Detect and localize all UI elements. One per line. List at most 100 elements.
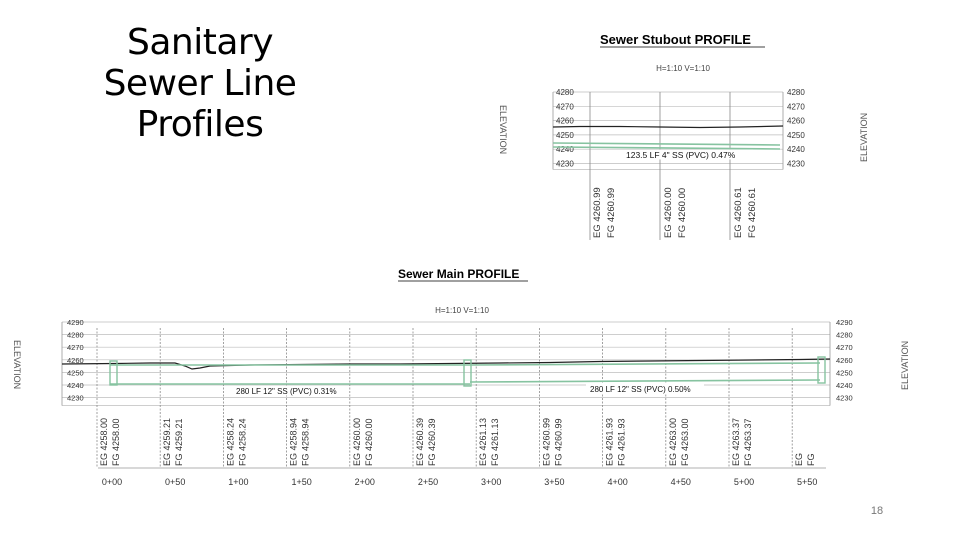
main-station-chainage-label: 5+50 [797, 477, 817, 487]
main-station-chainage-label: 4+00 [607, 477, 627, 487]
stubout-pipe-label: 123.5 LF 4" SS (PVC) 0.47% [626, 150, 736, 160]
main-fg-label: FG 4261.13 [490, 418, 500, 466]
stubout-elevation-right: 4230 [787, 160, 805, 169]
stubout-elevation-right: 4250 [787, 131, 805, 140]
main-scale: H=1:10 V=1:10 [435, 306, 489, 315]
main-fg-label: FG 4260.00 [364, 418, 374, 466]
main-pipe-label-2-bg [586, 383, 704, 394]
main-profile: Sewer Main PROFILE H=1:10 V=1:10 ELEVATI… [12, 267, 910, 487]
main-fg-label: FG 4259.21 [174, 418, 184, 466]
main-eg-label: EG 4263.00 [668, 418, 678, 466]
main-station-labels: EG 4258.00 FG 4258.00 EG 4259.21 FG 4259.21… [99, 418, 816, 466]
stubout-elevation-left: 4250 [556, 131, 574, 140]
main-elevation-right: 4270 [836, 343, 853, 352]
main-eg-label: EG 4258.94 [289, 418, 299, 466]
main-elevation-left: 4250 [67, 368, 84, 377]
main-elevation-right: 4260 [836, 356, 853, 365]
stubout-elevation-left: 4230 [556, 160, 574, 169]
main-elevation-left: 4240 [67, 381, 84, 390]
main-fg-label: FG 4258.00 [111, 418, 121, 466]
main-station-chainage-label: 1+50 [291, 477, 311, 487]
main-elevation-left: 4230 [67, 394, 84, 403]
slide-title-line: Profiles [136, 104, 264, 146]
manhole-2 [463, 359, 472, 387]
main-pipe-label-2: 280 LF 12" SS (PVC) 0.50% [590, 385, 691, 394]
stubout-station-labels: EG 4260.99 FG 4260.99 EG 4260.00 FG 4260.00… [592, 187, 758, 238]
stubout-elevation-left: 4260 [556, 117, 574, 126]
main-eg-label: EG [794, 453, 804, 466]
stubout-axis-left: ELEVATION [498, 105, 508, 154]
main-pipe-2-bottom [469, 379, 821, 383]
slide-title-line: Sewer Line [103, 63, 297, 105]
main-station-chainage-label: 2+50 [418, 477, 438, 487]
main-eg-label: EG 4258.24 [225, 418, 235, 466]
stubout-elevation-right: 4240 [787, 145, 805, 154]
main-elevation-left: 4280 [67, 331, 84, 340]
stubout-profile: Sewer Stubout PROFILE H=1:10 V=1:10 ELEV… [498, 32, 869, 240]
main-elevation-right: 4290 [836, 318, 853, 327]
main-eg-label: EG 4261.93 [605, 418, 615, 466]
main-fg-label: FG 4260.39 [427, 418, 437, 466]
stubout-fg-label: FG 4260.99 [606, 188, 617, 238]
stubout-scale: H=1:10 V=1:10 [656, 64, 710, 73]
main-eg-label: EG 4261.13 [478, 418, 488, 466]
stubout-fg-label: FG 4260.00 [677, 188, 688, 238]
main-elevation-right: 4230 [836, 394, 853, 403]
stubout-elevation-labels: 4280 4280 4270 4270 4260 4260 4250 4250 4240 4240… [556, 88, 805, 169]
main-station-chainage-label: 0+00 [102, 477, 122, 487]
main-station-chainage-label: 4+50 [671, 477, 691, 487]
main-pipe-2-top [469, 362, 821, 366]
main-title: Sewer Main PROFILE [398, 267, 519, 281]
main-eg-label: EG 4259.21 [162, 418, 172, 466]
main-pipe-label-1: 280 LF 12" SS (PVC) 0.31% [236, 387, 337, 396]
stubout-fg-label: FG 4260.61 [747, 188, 758, 238]
main-elevation-left: 4270 [67, 343, 84, 352]
stubout-elevation-right: 4270 [787, 102, 805, 111]
main-eg-label: EG 4258.00 [99, 418, 109, 466]
main-fg-label: FG 4263.00 [680, 418, 690, 466]
main-pipe-label-1-bg [233, 385, 348, 396]
main-fg-label: FG 4260.99 [553, 418, 563, 466]
main-elevation-right: 4240 [836, 381, 853, 390]
main-grid [61, 321, 831, 469]
main-station-chainage-label: 1+00 [228, 477, 248, 487]
main-fg-label: FG 4258.24 [237, 418, 247, 466]
main-eg-label: EG 4260.99 [541, 418, 551, 466]
stubout-pipe-bottom [552, 146, 781, 150]
main-station-chainage-label: 3+00 [481, 477, 501, 487]
stubout-grid [552, 91, 784, 170]
stubout-title: Sewer Stubout PROFILE [600, 32, 751, 47]
stubout-ground-line [552, 125, 784, 129]
stubout-elevation-left: 4240 [556, 145, 574, 154]
stubout-pipe-top [552, 142, 781, 146]
main-elevation-labels: 4290 4290 4280 4280 4270 4270 4260 4260 4250 4250… [67, 318, 853, 403]
main-eg-label: EG 4263.37 [731, 418, 741, 466]
main-elevation-left: 4260 [67, 356, 84, 365]
main-station-chainage: 0+00 0+50 1+00 1+50 2+00 2+50 3+00 3+50 4+00 4+50… [102, 477, 817, 487]
stubout-elevation-right: 4260 [787, 117, 805, 126]
manhole-1 [109, 360, 118, 386]
stubout-eg-label: EG 4260.99 [592, 187, 603, 238]
stubout-eg-label: EG 4260.00 [663, 187, 674, 238]
page-number: 18 [870, 505, 884, 517]
main-fg-label: FG 4261.93 [617, 418, 627, 466]
main-station-chainage-label: 3+50 [544, 477, 564, 487]
main-fg-label: FG [806, 454, 816, 467]
stubout-eg-label: EG 4260.61 [733, 187, 744, 238]
main-ground-line [61, 358, 831, 370]
main-fg-label: FG 4258.94 [301, 418, 311, 466]
main-fg-label: FG 4263.37 [743, 418, 753, 466]
main-eg-label: EG 4260.39 [415, 418, 425, 466]
stubout-elevation-left: 4280 [556, 88, 574, 97]
main-eg-label: EG 4260.00 [352, 418, 362, 466]
main-elevation-left: 4290 [67, 318, 84, 327]
main-station-chainage-label: 2+00 [355, 477, 375, 487]
stubout-axis-right: ELEVATION [859, 113, 869, 162]
stubout-elevation-right: 4280 [787, 88, 805, 97]
main-elevation-right: 4250 [836, 368, 853, 377]
stubout-pipe-label-bg [621, 149, 753, 160]
main-station-chainage-label: 5+00 [734, 477, 754, 487]
main-axis-right: ELEVATION [900, 341, 910, 390]
stubout-elevation-left: 4270 [556, 102, 574, 111]
